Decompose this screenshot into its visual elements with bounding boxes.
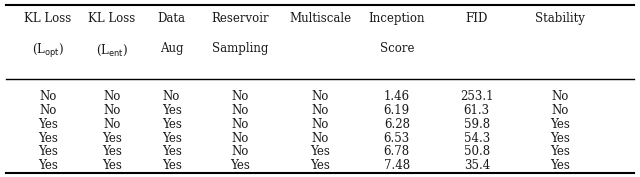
Text: (L$_\mathrm{ent}$): (L$_\mathrm{ent}$) bbox=[96, 42, 128, 58]
Text: Stability: Stability bbox=[535, 12, 585, 25]
Text: No: No bbox=[311, 132, 329, 145]
Text: FID: FID bbox=[466, 12, 488, 25]
Text: Yes: Yes bbox=[38, 145, 58, 158]
Text: Yes: Yes bbox=[550, 118, 570, 131]
Text: Yes: Yes bbox=[102, 132, 122, 145]
Text: Yes: Yes bbox=[38, 118, 58, 131]
Text: (L$_\mathrm{opt}$): (L$_\mathrm{opt}$) bbox=[32, 42, 64, 61]
Text: No: No bbox=[311, 90, 329, 103]
Text: No: No bbox=[231, 90, 249, 103]
Text: KL Loss: KL Loss bbox=[24, 12, 72, 25]
Text: Score: Score bbox=[380, 42, 414, 55]
Text: Inception: Inception bbox=[369, 12, 425, 25]
Text: No: No bbox=[103, 90, 121, 103]
Text: Yes: Yes bbox=[161, 145, 182, 158]
Text: Yes: Yes bbox=[102, 145, 122, 158]
Text: Aug: Aug bbox=[160, 42, 183, 55]
Text: Yes: Yes bbox=[230, 159, 250, 172]
Text: Yes: Yes bbox=[310, 159, 330, 172]
Text: 6.78: 6.78 bbox=[384, 145, 410, 158]
Text: Yes: Yes bbox=[550, 159, 570, 172]
Text: KL Loss: KL Loss bbox=[88, 12, 136, 25]
Text: 61.3: 61.3 bbox=[464, 104, 490, 117]
Text: No: No bbox=[231, 118, 249, 131]
Text: Data: Data bbox=[157, 12, 186, 25]
Text: Sampling: Sampling bbox=[212, 42, 268, 55]
Text: Yes: Yes bbox=[161, 104, 182, 117]
Text: No: No bbox=[231, 145, 249, 158]
Text: No: No bbox=[163, 90, 180, 103]
Text: No: No bbox=[311, 118, 329, 131]
Text: Yes: Yes bbox=[161, 132, 182, 145]
Text: Yes: Yes bbox=[550, 132, 570, 145]
Text: 7.48: 7.48 bbox=[384, 159, 410, 172]
Text: Yes: Yes bbox=[38, 132, 58, 145]
Text: Yes: Yes bbox=[161, 118, 182, 131]
Text: 6.53: 6.53 bbox=[383, 132, 410, 145]
Text: 59.8: 59.8 bbox=[464, 118, 490, 131]
Text: 6.28: 6.28 bbox=[384, 118, 410, 131]
Text: No: No bbox=[551, 104, 569, 117]
Text: 6.19: 6.19 bbox=[384, 104, 410, 117]
Text: No: No bbox=[39, 90, 57, 103]
Text: Yes: Yes bbox=[550, 145, 570, 158]
Text: Multiscale: Multiscale bbox=[289, 12, 351, 25]
Text: Reservoir: Reservoir bbox=[211, 12, 269, 25]
Text: Yes: Yes bbox=[310, 145, 330, 158]
Text: No: No bbox=[39, 104, 57, 117]
Text: 253.1: 253.1 bbox=[460, 90, 493, 103]
Text: No: No bbox=[231, 132, 249, 145]
Text: 54.3: 54.3 bbox=[463, 132, 490, 145]
Text: Yes: Yes bbox=[102, 159, 122, 172]
Text: No: No bbox=[103, 118, 121, 131]
Text: 50.8: 50.8 bbox=[464, 145, 490, 158]
Text: No: No bbox=[311, 104, 329, 117]
Text: No: No bbox=[231, 104, 249, 117]
Text: 35.4: 35.4 bbox=[463, 159, 490, 172]
Text: 1.46: 1.46 bbox=[384, 90, 410, 103]
Text: Yes: Yes bbox=[38, 159, 58, 172]
Text: No: No bbox=[551, 90, 569, 103]
Text: Yes: Yes bbox=[161, 159, 182, 172]
Text: No: No bbox=[103, 104, 121, 117]
